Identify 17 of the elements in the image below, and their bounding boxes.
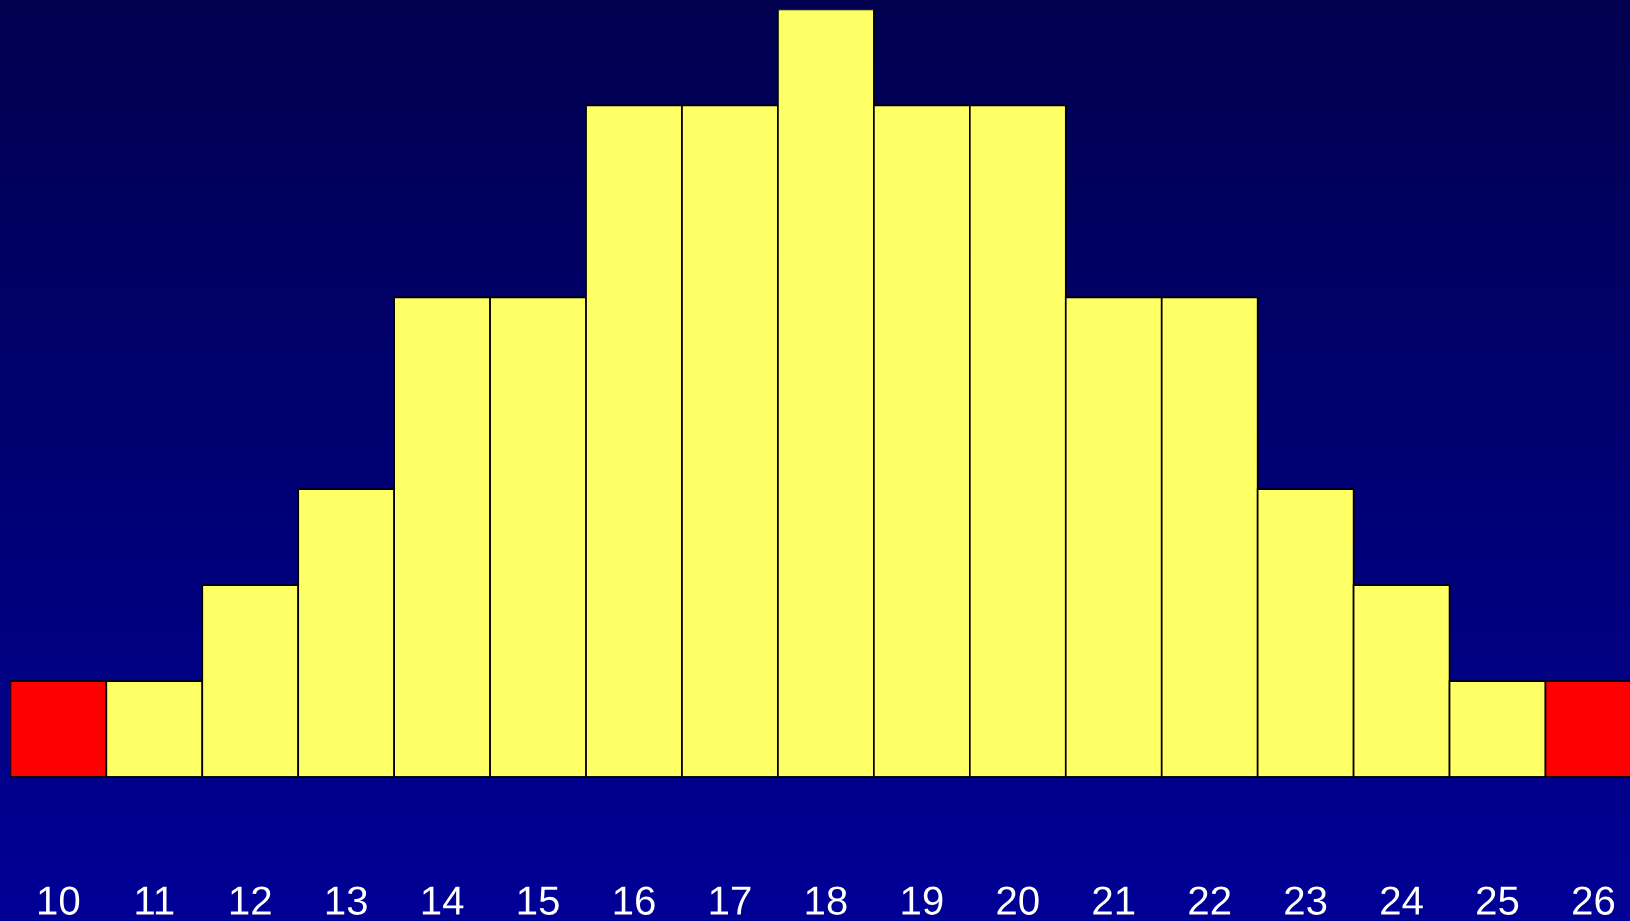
x-tick-label: 26 xyxy=(1573,886,1615,915)
x-tick-label: 23 xyxy=(1285,886,1327,915)
x-tick-label: 14 xyxy=(422,886,464,915)
x-tick-label: 24 xyxy=(1381,886,1423,915)
x-tick-label: 11 xyxy=(136,886,174,915)
x-tick-label: 19 xyxy=(902,886,943,915)
x-tick-label: 10 xyxy=(39,886,80,915)
x-tick-label: 21 xyxy=(1093,886,1135,915)
x-tick-label: 22 xyxy=(1189,886,1231,915)
x-tick-label: 15 xyxy=(518,886,559,915)
x-tick-label: 17 xyxy=(710,886,751,915)
x-tick-label: 13 xyxy=(326,886,367,915)
x-tick-label: 25 xyxy=(1477,886,1519,915)
x-tick-label: 12 xyxy=(230,886,271,915)
x-tick-label: 20 xyxy=(997,886,1039,915)
x-tick-label: 18 xyxy=(806,886,847,915)
x-tick-label: 16 xyxy=(614,886,655,915)
